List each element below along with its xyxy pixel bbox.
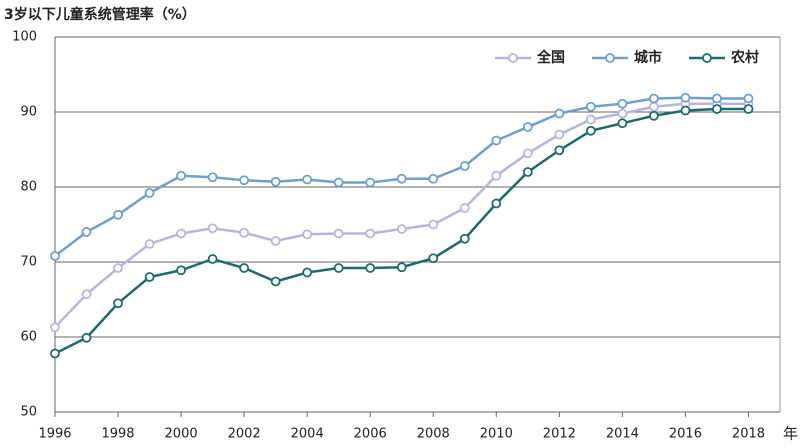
- data-point: [428, 219, 439, 230]
- x-tick-label: 1998: [101, 427, 134, 442]
- data-point: [617, 98, 628, 109]
- data-point: [144, 272, 155, 282]
- data-point: [81, 332, 92, 343]
- data-point: [649, 101, 659, 112]
- x-tick-label: 2000: [165, 427, 198, 442]
- data-point: [428, 173, 439, 184]
- data-point: [459, 203, 470, 213]
- data-point: [649, 110, 659, 121]
- data-point: [365, 263, 376, 273]
- x-tick-label: 2018: [732, 427, 765, 442]
- data-point: [302, 174, 313, 185]
- data-point: [649, 93, 659, 104]
- data-point: [396, 262, 407, 273]
- y-tick-label: 60: [20, 330, 37, 345]
- x-tick-label: 2002: [228, 427, 261, 442]
- y-tick-label: 70: [20, 255, 37, 270]
- data-point: [491, 170, 502, 181]
- legend-marker: [605, 53, 615, 63]
- data-point: [712, 93, 722, 104]
- data-point: [585, 114, 596, 125]
- data-point: [207, 223, 218, 234]
- data-point: [333, 263, 344, 273]
- data-point: [396, 173, 407, 184]
- data-point: [617, 108, 628, 119]
- data-point: [680, 92, 691, 103]
- data-point: [712, 104, 722, 114]
- x-tick-label: 2014: [606, 427, 639, 442]
- data-point: [743, 93, 754, 104]
- data-point: [239, 227, 250, 238]
- series-line: [54, 102, 749, 329]
- data-point: [176, 170, 186, 181]
- data-point: [396, 224, 407, 234]
- y-tick-label: 50: [20, 405, 37, 420]
- data-point: [617, 118, 628, 129]
- data-point: [302, 229, 313, 240]
- data-point: [743, 104, 754, 114]
- x-axis-label: 年: [783, 425, 798, 443]
- chart-title: 3岁以下儿童系统管理率（%）: [4, 6, 196, 23]
- data-point: [680, 105, 691, 116]
- data-point: [270, 236, 281, 246]
- data-point: [50, 251, 60, 261]
- data-point: [270, 276, 281, 287]
- data-point: [365, 228, 376, 239]
- legend-label: 城市: [634, 49, 662, 66]
- x-tick-label: 2004: [291, 427, 324, 442]
- x-tick-label: 2016: [669, 427, 702, 442]
- legend-marker: [508, 53, 518, 63]
- legend-marker: [702, 53, 712, 63]
- data-point: [491, 135, 502, 146]
- data-point: [144, 188, 155, 198]
- data-point: [207, 172, 218, 183]
- data-point: [239, 175, 250, 186]
- data-point: [176, 228, 186, 239]
- data-point: [333, 228, 344, 239]
- x-tick-label: 1996: [38, 427, 71, 442]
- data-point: [585, 125, 596, 136]
- data-point: [50, 348, 60, 359]
- y-tick-label: 100: [12, 30, 37, 45]
- data-point: [239, 263, 250, 273]
- y-tick-label: 80: [20, 180, 37, 195]
- data-point: [50, 322, 60, 333]
- data-point: [554, 145, 565, 156]
- data-point: [585, 101, 596, 112]
- x-tick-label: 2008: [417, 427, 450, 442]
- y-tick-label: 90: [20, 105, 37, 120]
- x-tick-label: 2006: [354, 427, 387, 442]
- data-point: [113, 263, 123, 273]
- data-point: [491, 198, 502, 209]
- data-point: [176, 265, 186, 276]
- data-point: [302, 267, 313, 278]
- data-point: [554, 108, 565, 119]
- data-point: [522, 122, 533, 132]
- data-point: [459, 161, 470, 171]
- data-point: [81, 289, 92, 300]
- legend-label: 全国: [536, 49, 565, 66]
- data-point: [459, 233, 470, 244]
- data-point: [365, 177, 376, 188]
- x-tick-label: 2010: [480, 427, 513, 442]
- data-point: [113, 298, 123, 309]
- data-point: [554, 129, 565, 140]
- data-point: [428, 253, 439, 264]
- data-point: [270, 176, 281, 187]
- x-tick-label: 2012: [543, 427, 576, 442]
- data-point: [522, 148, 533, 159]
- data-point: [207, 254, 218, 264]
- data-point: [81, 227, 92, 237]
- data-point: [144, 239, 155, 249]
- legend-label: 农村: [730, 49, 759, 66]
- data-point: [113, 209, 123, 220]
- data-point: [522, 167, 533, 177]
- data-point: [333, 177, 344, 188]
